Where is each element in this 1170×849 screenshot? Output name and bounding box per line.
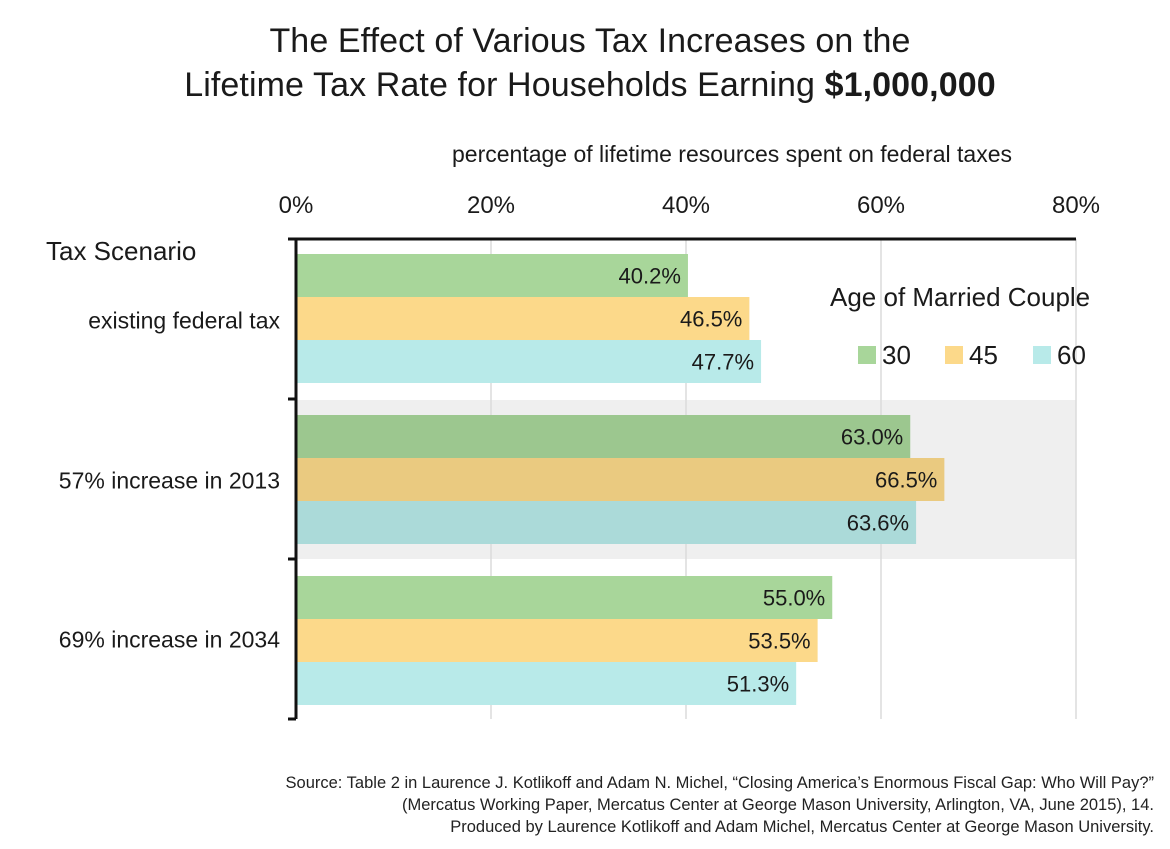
x-tick-label-0: 0%	[278, 192, 314, 219]
legend-item-30: 30	[858, 339, 911, 371]
bar-value-label-30-0: 40.2%	[619, 264, 681, 289]
legend-label-30: 30	[882, 339, 911, 370]
bar-30-2	[296, 576, 833, 619]
x-tick-label-20: 20%	[466, 192, 516, 219]
chart-title-amount: $1,000,000	[824, 66, 996, 104]
bar-60-0	[296, 340, 762, 383]
source-line-3: Produced by Laurence Kotlikoff and Adam …	[450, 818, 1154, 836]
bar-45-2	[296, 619, 818, 662]
source-line-2: (Mercatus Working Paper, Mercatus Center…	[401, 796, 1154, 814]
legend-swatch-30	[858, 346, 876, 364]
chart-title-prefix: Lifetime Tax Rate for Households Earning	[184, 66, 825, 104]
bar-value-label-45-2: 53.5%	[748, 629, 810, 654]
category-label-existing: existing federal tax	[88, 307, 280, 334]
source-line-1: Source: Table 2 in Laurence J. Kotlikoff…	[285, 774, 1154, 792]
category-label-2013: 57% increase in 2013	[58, 467, 280, 494]
bar-value-label-60-1: 63.6%	[847, 511, 909, 536]
legend-item-45: 45	[945, 339, 998, 371]
bar-60-1	[296, 501, 917, 544]
bar-45-1	[296, 458, 945, 501]
bar-30-1	[296, 415, 911, 458]
chart-title-line-1: The Effect of Various Tax Increases on t…	[269, 22, 911, 60]
x-tick-label-40: 40%	[661, 192, 711, 219]
y-axis-title: Tax Scenario	[46, 236, 197, 266]
bar-value-label-30-1: 63.0%	[841, 425, 903, 450]
bar-30-0	[296, 254, 688, 297]
bar-value-label-60-2: 51.3%	[727, 672, 789, 697]
legend-label-45: 45	[969, 339, 998, 370]
legend-swatch-45	[945, 346, 963, 364]
bar-value-label-45-1: 66.5%	[875, 468, 937, 493]
chart-title-line-2: Lifetime Tax Rate for Households Earning…	[0, 66, 1170, 105]
legend-label-60: 60	[1057, 339, 1086, 370]
bar-value-label-30-2: 55.0%	[763, 586, 825, 611]
x-tick-label-60: 60%	[856, 192, 906, 219]
category-label-2034: 69% increase in 2034	[58, 626, 280, 653]
legend-item-60: 60	[1033, 339, 1086, 371]
bar-value-label-60-0: 47.7%	[692, 350, 754, 375]
source-note: Source: Table 2 in Laurence J. Kotlikoff…	[286, 772, 1154, 838]
legend-swatch-60	[1033, 346, 1051, 364]
bar-60-2	[296, 662, 797, 705]
x-tick-label-80: 80%	[1051, 192, 1101, 219]
bar-45-0	[296, 297, 750, 340]
bar-value-label-45-0: 46.5%	[680, 307, 742, 332]
legend-title: Age of Married Couple	[830, 282, 1091, 312]
x-axis-title: percentage of lifetime resources spent o…	[452, 141, 1012, 167]
